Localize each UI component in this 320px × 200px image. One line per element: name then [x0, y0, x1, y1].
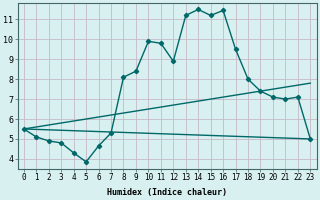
X-axis label: Humidex (Indice chaleur): Humidex (Indice chaleur)	[107, 188, 227, 197]
